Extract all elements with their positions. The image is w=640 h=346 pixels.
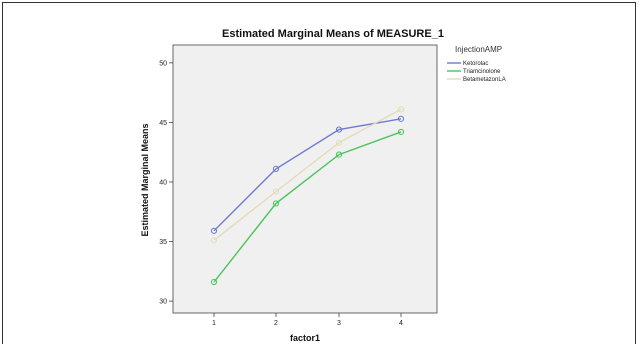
series-layer [210, 106, 405, 286]
legend-label: BetametazonLA [463, 77, 506, 83]
y-tick-label: 40 [159, 179, 167, 186]
chart-frame [2, 2, 636, 344]
data-point-ketorolac [335, 126, 343, 133]
data-point-betametazonla [272, 188, 280, 195]
x-axis-label: factor1 [290, 333, 320, 343]
data-point-betametazonla [397, 106, 405, 113]
data-point-triamcinolone [210, 278, 218, 286]
x-tick-label: 4 [399, 320, 403, 327]
y-tick-label: 50 [159, 60, 167, 67]
plot-area [172, 44, 438, 314]
data-point-ketorolac [397, 115, 405, 122]
data-point-ketorolac [210, 227, 218, 234]
legend-title: InjectionAMP [455, 45, 502, 54]
legend-label: Ketorolac [463, 61, 488, 67]
legend: InjectionAMP Ketorolac Triamcinolone Betam… [447, 45, 506, 83]
data-point-triamcinolone [272, 200, 280, 207]
data-point-triamcinolone [397, 128, 405, 136]
series-line-triamcinolone [213, 131, 402, 283]
series-line-ketorolac [213, 118, 402, 232]
legend-label: Triamcinolone [463, 69, 501, 75]
data-point-triamcinolone [335, 151, 343, 158]
y-tick-label: 45 [159, 120, 167, 127]
chart-title: Estimated Marginal Means of MEASURE_1 [222, 28, 444, 40]
x-axis: 1 2 3 4 [212, 313, 403, 327]
y-tick-label: 30 [159, 299, 167, 306]
y-tick-label: 35 [159, 239, 167, 246]
x-tick-label: 3 [337, 320, 341, 327]
data-point-betametazonla [210, 237, 218, 244]
y-axis: 30 35 40 45 50 [159, 60, 173, 306]
series-line-betametazonla [213, 108, 402, 241]
y-axis-label: Estimated Marginal Means [140, 123, 150, 236]
data-point-ketorolac [272, 165, 280, 172]
x-tick-label: 2 [274, 320, 278, 327]
data-point-betametazonla [335, 139, 343, 146]
x-tick-label: 1 [212, 320, 216, 327]
